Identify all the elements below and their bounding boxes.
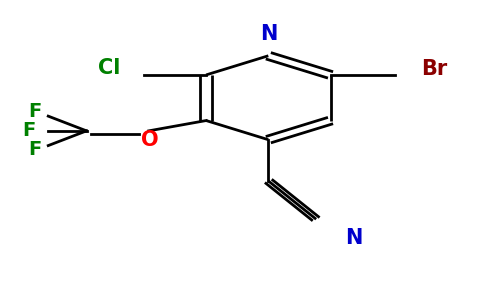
Text: O: O	[141, 130, 158, 150]
Text: F: F	[22, 122, 36, 140]
Text: Cl: Cl	[98, 58, 120, 78]
Text: N: N	[345, 228, 362, 248]
Text: F: F	[29, 102, 42, 121]
Text: Br: Br	[422, 59, 448, 79]
Text: F: F	[29, 140, 42, 160]
Text: N: N	[259, 24, 277, 44]
